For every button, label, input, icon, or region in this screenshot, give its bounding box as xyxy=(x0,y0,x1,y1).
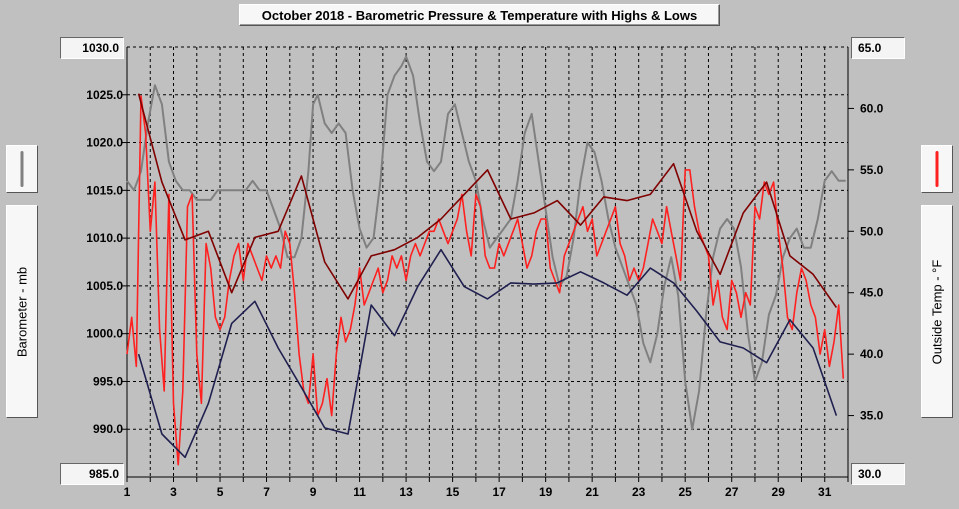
barometer-legend xyxy=(6,145,38,193)
x-tick-label: 1 xyxy=(124,485,131,499)
temperature-legend-swatch xyxy=(935,151,939,187)
temperature-legend xyxy=(921,145,953,193)
temp-lows-line xyxy=(137,248,838,459)
right-tick-label: 35.0 xyxy=(860,409,884,423)
barometer-line xyxy=(126,55,846,431)
x-tick-label: 23 xyxy=(632,485,646,499)
x-tick-label: 21 xyxy=(585,485,599,499)
right-tick-label: 55.0 xyxy=(860,163,884,177)
x-tick-label: 17 xyxy=(492,485,506,499)
temp-highs-line xyxy=(137,93,838,308)
x-tick-label: 19 xyxy=(539,485,553,499)
x-tick-label: 25 xyxy=(679,485,693,499)
left-tick-label: 1020.0 xyxy=(86,136,123,150)
left-tick-label: 1005.0 xyxy=(86,279,123,293)
plot-border xyxy=(126,46,849,481)
axis-ticks: 1025.0 1020.0 1015.0 1010.0 1005.0 1000.0 995.… xyxy=(86,88,883,499)
x-tick-label: 31 xyxy=(818,485,832,499)
x-tick-label: 11 xyxy=(353,485,366,499)
left-tick-label: 1025.0 xyxy=(86,88,123,102)
temperature-axis-panel: Outside Temp - °F xyxy=(921,205,953,418)
outside-temp-line xyxy=(126,95,845,466)
barometer-axis-panel: Barometer - mb xyxy=(6,205,38,418)
x-tick-label: 5 xyxy=(217,485,224,499)
left-axis-max-value: 1030.0 xyxy=(60,37,124,59)
right-tick-label: 40.0 xyxy=(860,347,884,361)
x-tick-label: 29 xyxy=(772,485,786,499)
x-tick-label: 15 xyxy=(446,485,460,499)
right-tick-label: 60.0 xyxy=(860,101,884,115)
left-tick-label: 990.0 xyxy=(93,422,123,436)
x-tick-label: 7 xyxy=(263,485,270,499)
left-tick-label: 1000.0 xyxy=(86,327,123,341)
x-tick-label: 27 xyxy=(725,485,739,499)
x-tick-label: 3 xyxy=(170,485,177,499)
chart-title: October 2018 - Barometric Pressure & Tem… xyxy=(239,4,720,26)
left-tick-label: 1010.0 xyxy=(86,231,123,245)
barometer-legend-swatch xyxy=(20,151,24,187)
left-axis-min-value: 985.0 xyxy=(60,463,124,485)
series-layer xyxy=(126,55,846,466)
x-tick-label: 9 xyxy=(310,485,317,499)
right-tick-label: 50.0 xyxy=(860,224,884,238)
x-tick-label: 13 xyxy=(399,485,413,499)
right-tick-label: 45.0 xyxy=(860,286,884,300)
left-tick-label: 995.0 xyxy=(93,374,123,388)
right-axis-max-value: 65.0 xyxy=(851,37,905,59)
left-tick-label: 1015.0 xyxy=(86,183,123,197)
right-axis-min-value: 30.0 xyxy=(851,463,905,485)
